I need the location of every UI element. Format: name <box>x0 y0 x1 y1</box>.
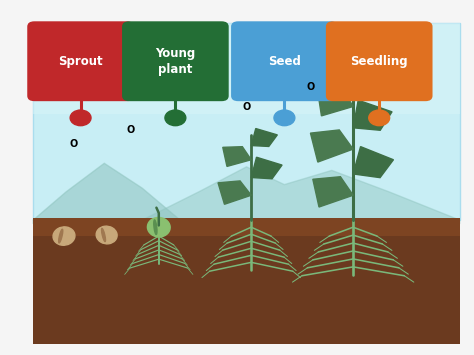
Polygon shape <box>223 147 251 166</box>
Text: Seed: Seed <box>268 55 301 68</box>
Text: O: O <box>126 125 135 135</box>
Polygon shape <box>251 157 282 179</box>
FancyBboxPatch shape <box>33 218 460 236</box>
Polygon shape <box>373 110 386 115</box>
Ellipse shape <box>101 229 106 241</box>
Text: Sprout: Sprout <box>58 55 103 68</box>
Polygon shape <box>353 147 393 178</box>
Polygon shape <box>278 110 291 115</box>
Polygon shape <box>74 110 87 115</box>
Text: O: O <box>69 139 78 149</box>
Circle shape <box>369 110 390 126</box>
Polygon shape <box>353 100 392 130</box>
Ellipse shape <box>154 220 157 235</box>
Polygon shape <box>251 129 277 147</box>
FancyBboxPatch shape <box>27 21 134 101</box>
Polygon shape <box>142 167 460 224</box>
Circle shape <box>70 110 91 126</box>
Polygon shape <box>333 59 353 73</box>
Ellipse shape <box>96 226 117 244</box>
Circle shape <box>274 110 295 126</box>
Polygon shape <box>33 163 180 224</box>
Polygon shape <box>313 177 353 207</box>
Text: Young
plant: Young plant <box>155 47 195 76</box>
Ellipse shape <box>147 218 170 237</box>
Polygon shape <box>218 181 251 204</box>
FancyBboxPatch shape <box>122 21 228 101</box>
FancyBboxPatch shape <box>326 21 432 101</box>
Ellipse shape <box>53 227 75 245</box>
Text: Seedling: Seedling <box>350 55 408 68</box>
Circle shape <box>165 110 186 126</box>
FancyBboxPatch shape <box>231 21 337 101</box>
Text: O: O <box>306 82 315 92</box>
FancyBboxPatch shape <box>33 23 460 220</box>
FancyBboxPatch shape <box>33 220 460 344</box>
Ellipse shape <box>59 229 63 243</box>
Polygon shape <box>318 89 353 116</box>
Polygon shape <box>310 130 353 162</box>
FancyBboxPatch shape <box>33 23 460 114</box>
Polygon shape <box>169 110 182 115</box>
Polygon shape <box>353 64 385 88</box>
Text: O: O <box>242 102 251 111</box>
